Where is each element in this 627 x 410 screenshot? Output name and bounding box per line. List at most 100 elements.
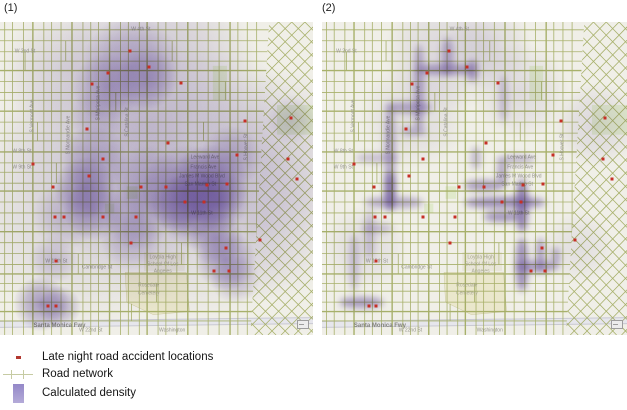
density-blob: [200, 125, 263, 188]
street-label: Francis Ave: [507, 164, 534, 171]
density-blob: [553, 81, 627, 170]
accident-point: [289, 116, 293, 120]
accident-point: [541, 182, 545, 185]
accident-point: [540, 246, 544, 250]
accident-point: [610, 177, 614, 180]
map-logo-icon: [297, 320, 309, 329]
place-label: Angeles: [471, 268, 490, 275]
freeway-label: Santa Monica Fwy: [353, 322, 406, 329]
density-blob: [0, 22, 285, 270]
accident-point: [448, 241, 452, 245]
accident-point: [407, 174, 411, 178]
density-road-segment: [495, 155, 536, 165]
density-road-segment: [386, 101, 432, 113]
accident-point: [258, 238, 262, 242]
accident-point: [179, 81, 183, 85]
density-blob: [53, 156, 116, 220]
accident-point: [519, 200, 523, 204]
density-blob: [37, 284, 82, 329]
calculated-density-layer: [322, 22, 627, 335]
place-label: School Of Los: [147, 262, 178, 268]
density-blob: [115, 47, 179, 110]
accident-point: [87, 174, 91, 178]
density-road-segment: [442, 37, 454, 76]
network-kernel-density-map[interactable]: Santa Monica Fwy W 22nd St Washington Rosed…: [322, 22, 627, 335]
accident-point: [101, 215, 105, 219]
road-line-icon: [0, 368, 36, 380]
accident-point: [139, 185, 143, 189]
accident-point: [500, 200, 504, 204]
accident-point: [529, 269, 533, 273]
street-label: James M Wood Blvd: [495, 173, 542, 180]
density-blob: [187, 209, 245, 267]
accident-point: [465, 65, 469, 69]
basemap-roads: [0, 22, 313, 335]
accident-point: [453, 215, 457, 219]
accident-point: [374, 259, 378, 263]
accident-point: [372, 185, 376, 189]
accident-point: [164, 185, 168, 189]
density-road-segment: [355, 153, 399, 163]
street-label: W 4th St: [450, 27, 469, 32]
street-label: W 8th St: [12, 149, 31, 154]
map-logo-icon: [611, 320, 623, 329]
density-road-segment: [416, 64, 475, 76]
density-swatch-icon: [0, 383, 36, 403]
density-road-segment: [483, 211, 521, 223]
accident-point: [559, 119, 563, 123]
legend-item-accidents: Late night road accident locations: [0, 348, 213, 366]
accident-point: [235, 153, 239, 157]
density-road-segment: [497, 159, 507, 188]
street-label: W 9th St: [12, 165, 31, 170]
accident-point: [205, 183, 209, 187]
density-blob: [68, 87, 126, 145]
accident-point: [225, 182, 229, 185]
street-label: W 8th St: [333, 148, 353, 155]
density-road-segment: [498, 75, 509, 123]
accident-point: [421, 215, 425, 219]
accident-point: [573, 238, 577, 242]
accident-point: [352, 162, 356, 166]
street-label: W 9th St: [333, 164, 353, 171]
accident-point: [54, 259, 58, 263]
accident-point: [404, 127, 408, 131]
accident-point: [447, 49, 451, 53]
panel-2-label: (2): [322, 2, 336, 14]
accident-point: [46, 304, 50, 308]
accident-point: [286, 157, 290, 161]
street-label: Washington: [476, 327, 503, 334]
place-label: Angeles: [154, 269, 172, 275]
accident-point: [227, 269, 231, 273]
density-road-segment: [364, 197, 423, 209]
accident-point: [90, 82, 94, 86]
accident-point: [421, 157, 425, 161]
density-road-segment: [550, 247, 560, 267]
accident-point: [129, 241, 133, 245]
density-blob: [187, 169, 251, 232]
density-blob: [31, 181, 101, 251]
place-label: Rosedale: [138, 283, 159, 289]
density-blob: [209, 253, 260, 304]
accident-point: [134, 215, 138, 219]
street-label: W 2nd St: [336, 48, 357, 55]
density-road-segment: [471, 147, 481, 170]
accident-point: [367, 304, 371, 308]
accident-point: [85, 127, 89, 131]
density-blob: [28, 234, 79, 285]
accident-point: [183, 200, 187, 204]
density-blob: [358, 59, 469, 173]
accident-point: [51, 185, 55, 189]
density-road-segment: [349, 234, 359, 292]
accident-point: [31, 162, 35, 166]
density-road-segment: [361, 223, 393, 234]
calculated-density-layer: [0, 22, 313, 335]
legend-label-accidents: Late night road accident locations: [42, 351, 214, 363]
accident-point: [410, 82, 414, 86]
accident-point: [484, 141, 488, 145]
density-road-segment: [465, 197, 545, 209]
accident-point: [101, 157, 105, 161]
place-label: Loyola High: [150, 255, 176, 261]
accident-point: [224, 246, 228, 250]
